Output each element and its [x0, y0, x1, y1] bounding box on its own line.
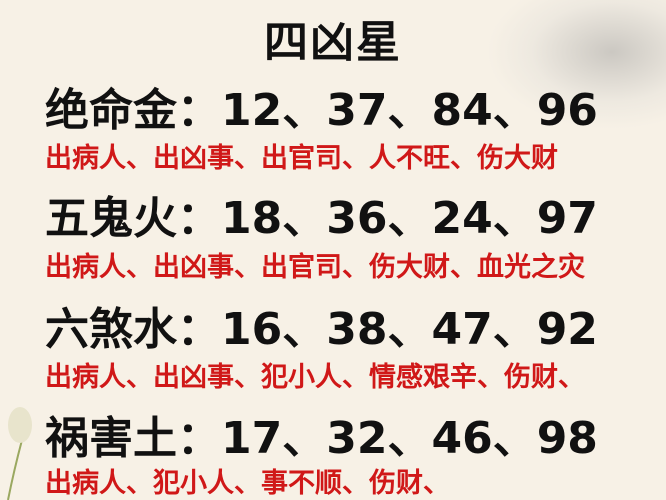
star-row-wugui: 五鬼火：18、36、24、97 — [45, 193, 598, 244]
star-desc-wugui: 出病人、出凶事、出官司、伤大财、血光之灾 — [45, 252, 585, 283]
star-desc-liusha: 出病人、出凶事、犯小人、情感艰辛、伤财、 — [45, 362, 585, 393]
star-row-huohai: 祸害土：17、32、46、98 — [45, 413, 598, 464]
page-title: 四凶星 — [264, 17, 402, 68]
ink-mountain-decoration — [486, 0, 666, 130]
lotus-flower-decoration — [7, 407, 32, 500]
star-desc-huohai: 出病人、犯小人、事不顺、伤财、 — [45, 468, 450, 499]
star-row-jueming: 绝命金：12、37、84、96 — [45, 85, 598, 136]
star-row-liusha: 六煞水：16、38、47、92 — [45, 304, 598, 355]
star-desc-jueming: 出病人、出凶事、出官司、人不旺、伤大财 — [45, 143, 558, 174]
